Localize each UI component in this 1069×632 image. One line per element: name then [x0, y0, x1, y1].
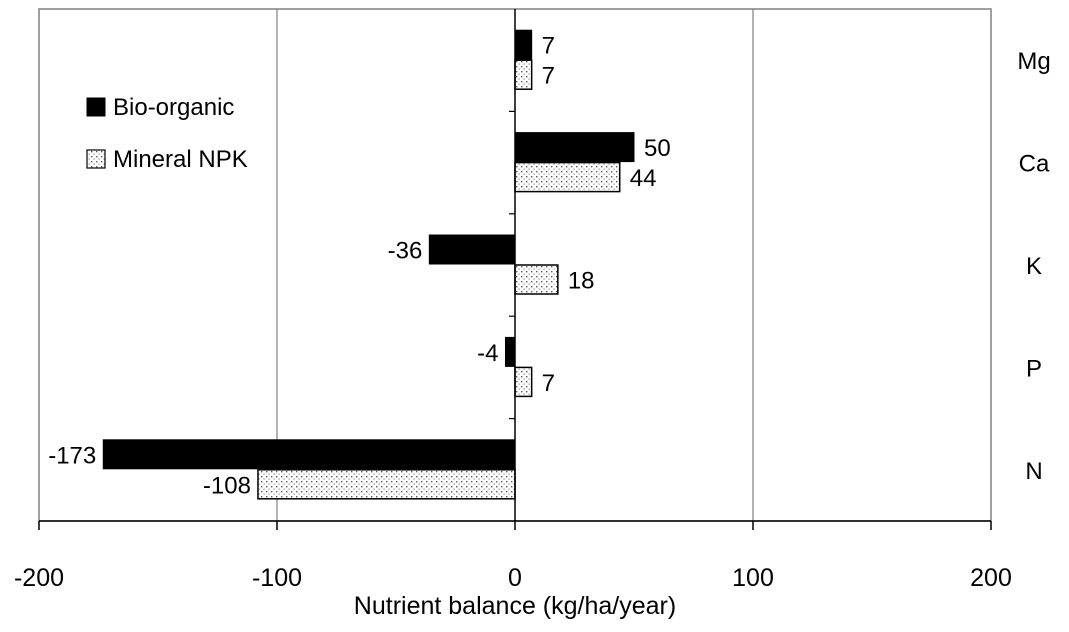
- data-label-bio-organic-ca: 50: [644, 135, 671, 162]
- data-label-bio-organic-k: -36: [388, 238, 423, 265]
- bar-mineral-npk-ca: [514, 161, 621, 193]
- legend: Bio-organic Mineral NPK: [86, 94, 248, 173]
- x-tick-label: -100: [252, 564, 302, 592]
- bar-bio-organic-n: [102, 439, 516, 470]
- bar-bio-organic-p: [504, 336, 516, 367]
- data-label-mineral-npk-p: 7: [542, 370, 555, 397]
- bar-bio-organic-k: [428, 234, 516, 265]
- category-label-mg: Mg: [1017, 48, 1050, 75]
- bar-mineral-npk-mg: [514, 59, 533, 90]
- category-label-p: P: [1026, 355, 1042, 382]
- bar-mineral-npk-p: [514, 366, 533, 398]
- bar-bio-organic-ca: [514, 132, 635, 163]
- data-label-bio-organic-mg: 7: [542, 33, 555, 60]
- data-label-bio-organic-n: -173: [48, 442, 96, 469]
- category-label-k: K: [1026, 253, 1042, 280]
- bar-mineral-npk-k: [514, 264, 559, 295]
- x-tick-label: 100: [732, 564, 774, 592]
- data-label-mineral-npk-mg: 7: [542, 63, 555, 90]
- data-label-bio-organic-p: -4: [477, 340, 498, 367]
- data-label-mineral-npk-k: 18: [568, 268, 595, 295]
- category-label-ca: Ca: [1019, 151, 1050, 178]
- x-tick-label: -200: [14, 564, 64, 592]
- bar-bio-organic-mg: [514, 29, 533, 60]
- category-label-n: N: [1025, 458, 1042, 485]
- legend-label-mineral-npk: Mineral NPK: [113, 146, 248, 173]
- legend-swatch-mineral-npk: [86, 149, 106, 169]
- x-axis-title: Nutrient balance (kg/ha/year): [354, 592, 676, 620]
- data-label-mineral-npk-n: -108: [203, 472, 251, 499]
- bar-mineral-npk-n: [257, 469, 516, 500]
- legend-swatch-bio-organic: [86, 97, 106, 117]
- data-label-mineral-npk-ca: 44: [630, 165, 657, 192]
- legend-label-bio-organic: Bio-organic: [113, 94, 234, 121]
- x-tick-label: 0: [508, 564, 522, 592]
- x-tick-label: 200: [970, 564, 1012, 592]
